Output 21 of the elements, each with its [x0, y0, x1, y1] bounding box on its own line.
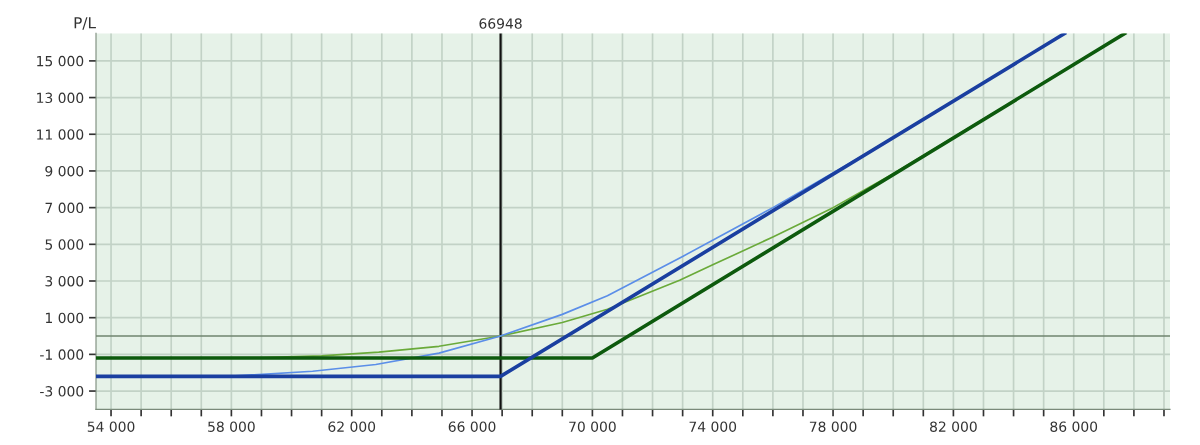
y-tick-label: 9 000 — [45, 165, 84, 177]
y-axis-title: P/L — [74, 17, 96, 30]
x-tick-label: 86 000 — [1050, 421, 1098, 432]
y-tick-label: 3 000 — [45, 275, 84, 287]
y-tick-label: -3 000 — [40, 386, 84, 397]
x-tick-label: 70 000 — [569, 421, 616, 432]
y-tick-label: 11 000 — [37, 129, 84, 140]
x-tick-label: 66 000 — [448, 421, 496, 432]
y-tick-label: -1 000 — [40, 349, 84, 360]
x-tick-label: 58 000 — [208, 421, 255, 432]
y-tick-label: 5 000 — [45, 239, 84, 250]
ref-line-label: 66948 — [479, 18, 522, 29]
x-tick-label: 78 000 — [809, 421, 857, 432]
y-tick-label: 15 000 — [37, 55, 84, 67]
x-tick-label: 82 000 — [930, 421, 977, 432]
y-tick-label: 1 000 — [45, 312, 84, 324]
x-tick-label: 74 000 — [689, 421, 737, 432]
y-tick-label: 13 000 — [37, 92, 84, 104]
x-tick-label: 62 000 — [328, 421, 376, 432]
y-tick-label: 7 000 — [45, 202, 84, 214]
x-tick-label: 54 000 — [87, 421, 135, 432]
